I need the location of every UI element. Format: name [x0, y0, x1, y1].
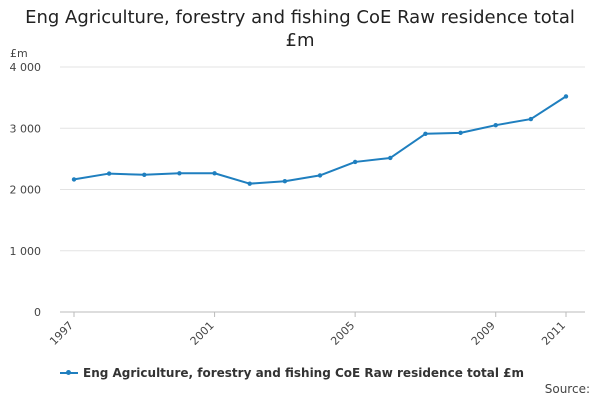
- x-tick-label: 2011: [539, 319, 568, 348]
- gridlines: [60, 66, 585, 252]
- y-axis-ticks: 0 1 000 2 000 3 000 4 000: [10, 61, 42, 319]
- chart-title: Eng Agriculture, forestry and fishing Co…: [25, 7, 575, 51]
- y-tick-label: 4 000: [10, 61, 42, 74]
- data-point: [352, 159, 358, 165]
- y-tick-label: 3 000: [10, 122, 42, 135]
- data-point: [563, 94, 569, 99]
- data-point: [458, 130, 463, 136]
- data-point: [493, 122, 498, 128]
- data-point: [282, 179, 288, 184]
- data-point: [528, 116, 534, 122]
- y-tick-label: 1 000: [10, 245, 42, 258]
- source-label: Source:: [544, 382, 590, 396]
- x-axis: 1997 2001 2005 2009 2011: [47, 311, 585, 348]
- data-point: [106, 171, 112, 176]
- legend-series-label: Eng Agriculture, forestry and fishing Co…: [83, 366, 524, 380]
- data-point: [388, 155, 393, 161]
- data-point: [423, 131, 428, 136]
- data-point: [71, 177, 77, 182]
- y-tick-label: 2 000: [10, 184, 42, 197]
- data-point: [212, 171, 217, 176]
- y-tick-label: 0: [34, 306, 41, 319]
- series-line: [73, 95, 567, 185]
- series-line-group: [71, 94, 569, 186]
- legend: Eng Agriculture, forestry and fishing Co…: [60, 366, 524, 380]
- x-tick-label: 2005: [328, 319, 357, 348]
- x-tick-label: 2001: [188, 319, 217, 348]
- data-point: [142, 172, 147, 177]
- data-point: [177, 171, 182, 176]
- legend-line-marker-icon: [60, 368, 78, 378]
- x-tick-label: 2009: [469, 319, 498, 348]
- y-axis-unit-label: £m: [10, 47, 28, 60]
- data-point: [247, 181, 252, 186]
- x-tick-label: 1997: [47, 319, 76, 348]
- data-point: [317, 173, 323, 178]
